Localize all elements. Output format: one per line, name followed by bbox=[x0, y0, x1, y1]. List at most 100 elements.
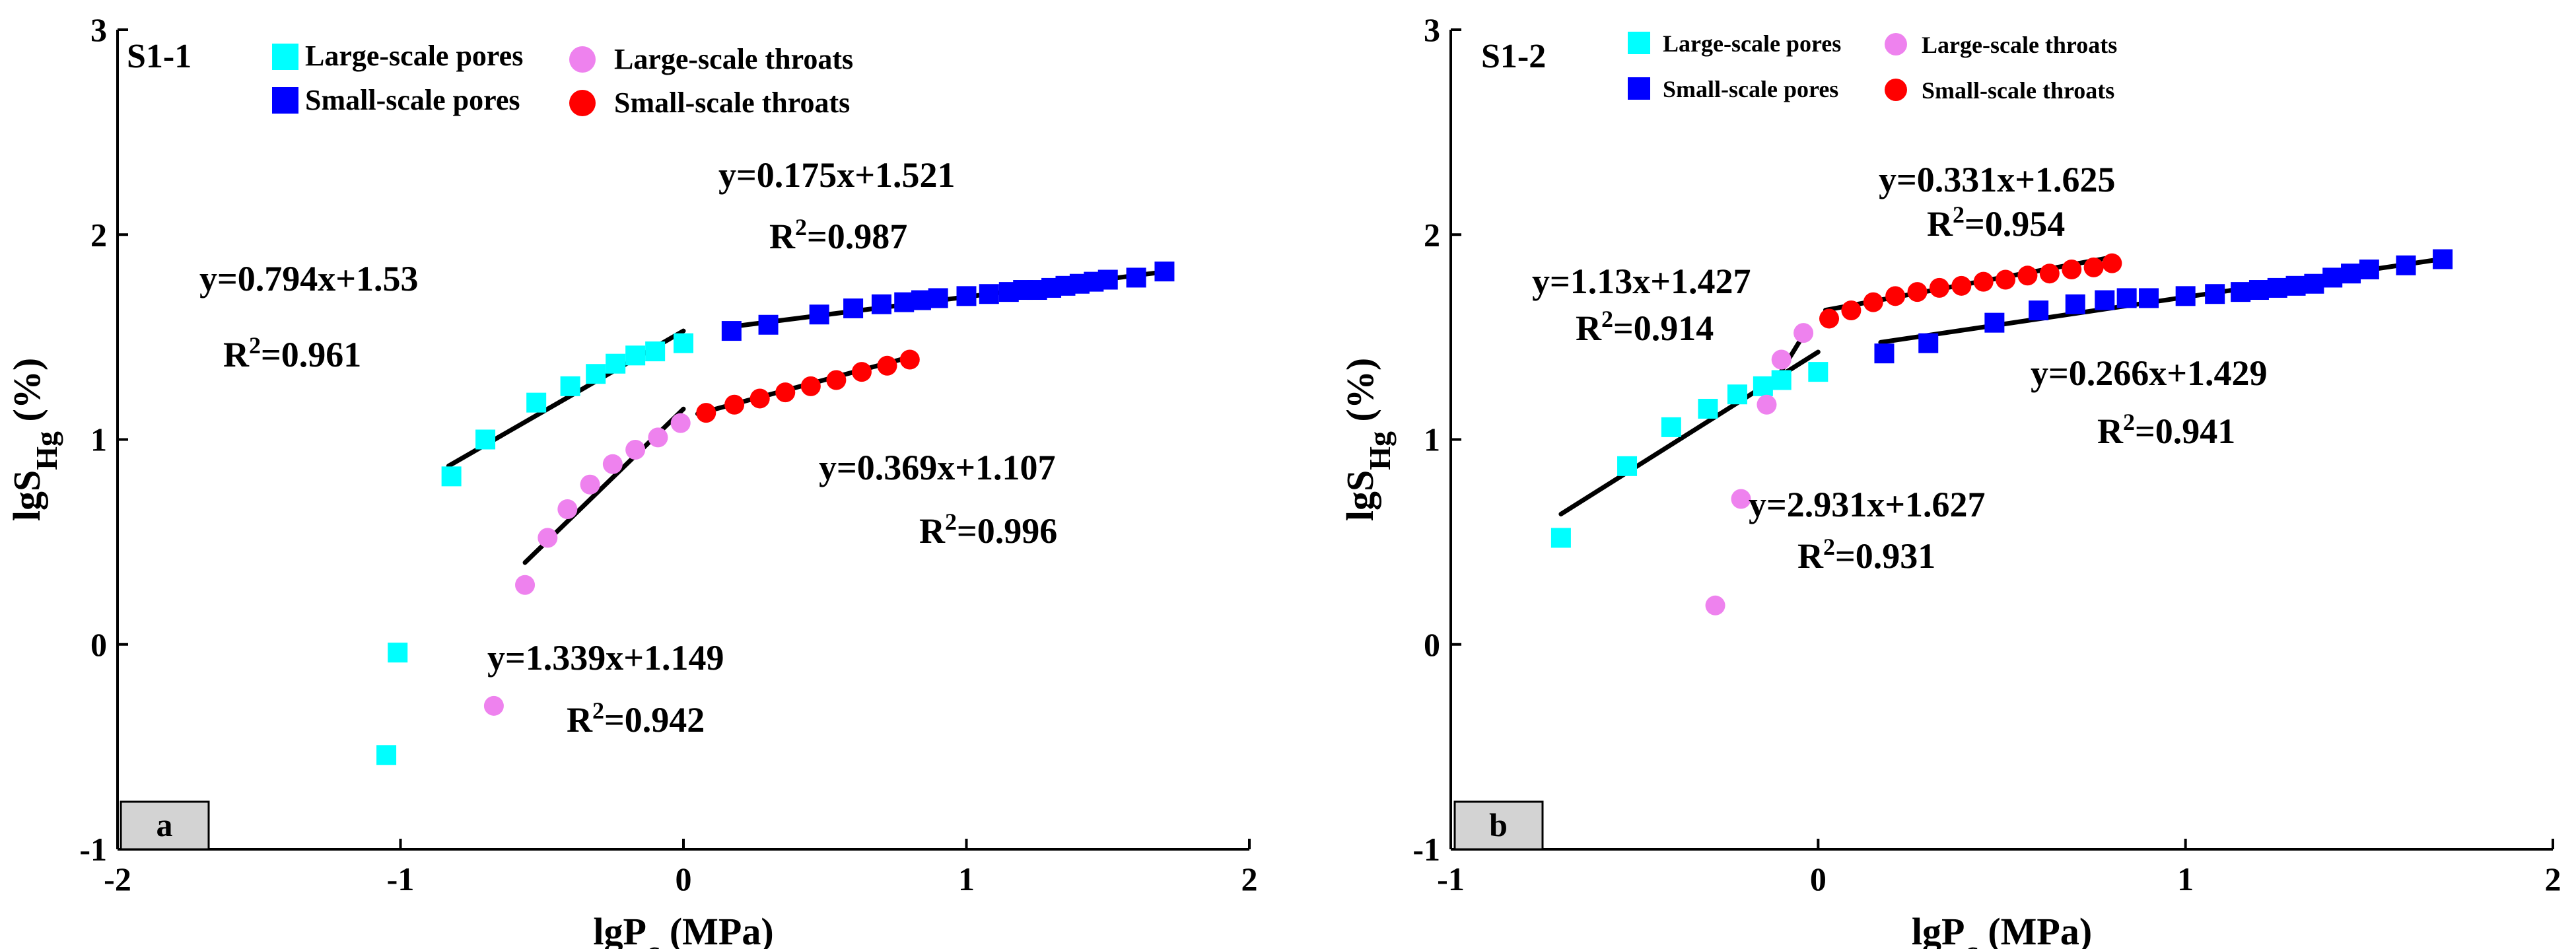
data-point bbox=[2248, 280, 2269, 300]
panel-title: S1-2 bbox=[1481, 38, 1546, 75]
series-large-scale-throats bbox=[483, 413, 691, 716]
fit-r-squared: R2=0.996 bbox=[919, 509, 1057, 551]
r2-equals: = bbox=[1965, 204, 1985, 244]
x-axis-title-unit: (MPa) bbox=[1978, 910, 2092, 949]
fit-r-squared: R2=0.954 bbox=[1927, 201, 2065, 244]
y-tick-label: 3 bbox=[1424, 11, 1440, 48]
data-point bbox=[775, 382, 796, 403]
data-point bbox=[2231, 282, 2251, 302]
data-point bbox=[843, 298, 864, 318]
data-point bbox=[475, 429, 496, 450]
data-point bbox=[670, 413, 691, 433]
r2-equals: = bbox=[261, 335, 281, 374]
data-point bbox=[809, 304, 829, 325]
series-small-scale-throats bbox=[1819, 253, 2122, 329]
x-tick-label: 0 bbox=[676, 861, 692, 897]
data-point bbox=[625, 345, 646, 366]
r2-prefix: R bbox=[919, 511, 946, 551]
data-point bbox=[586, 364, 606, 384]
data-point bbox=[441, 466, 462, 487]
x-tick-label: -1 bbox=[387, 861, 415, 897]
r2-prefix: R bbox=[1576, 308, 1602, 348]
data-point bbox=[1808, 362, 1828, 382]
data-point bbox=[1661, 417, 1681, 437]
data-point bbox=[979, 284, 999, 304]
r2-superscript: 2 bbox=[2123, 409, 2135, 435]
legend-marker bbox=[1628, 32, 1650, 54]
data-point bbox=[1874, 343, 1895, 364]
data-point bbox=[877, 355, 897, 376]
data-point bbox=[871, 294, 891, 314]
r2-superscript: 2 bbox=[249, 332, 261, 359]
data-point bbox=[1863, 292, 1883, 312]
fit-equation: y=0.331x+1.625 bbox=[1879, 160, 2116, 199]
data-point bbox=[1705, 595, 1725, 615]
data-point bbox=[557, 499, 578, 519]
data-point bbox=[2396, 255, 2416, 275]
x-axis-title-main: lgP bbox=[1912, 910, 1965, 949]
data-point bbox=[2175, 286, 2196, 306]
data-point bbox=[724, 394, 745, 415]
series-small-scale-pores bbox=[1874, 249, 2453, 364]
x-tick-label: 1 bbox=[2177, 861, 2194, 897]
x-tick-label: 1 bbox=[958, 861, 975, 897]
data-point bbox=[645, 341, 666, 362]
legend-item: Small-scale throats bbox=[569, 87, 850, 119]
data-point bbox=[2029, 300, 2049, 321]
legend-marker bbox=[272, 87, 298, 114]
data-point bbox=[388, 643, 408, 663]
r2-equals: = bbox=[1835, 536, 1856, 576]
data-point bbox=[721, 321, 742, 341]
y-axis-title-unit: (%) bbox=[1339, 358, 1381, 431]
r2-value: 0.914 bbox=[1634, 308, 1714, 348]
data-point bbox=[851, 362, 872, 382]
legend-item: Large-scale throats bbox=[1885, 32, 2117, 58]
r2-value: 0.987 bbox=[827, 217, 908, 256]
data-point bbox=[899, 349, 920, 370]
legend-item: Large-scale pores bbox=[1628, 30, 1841, 57]
legend-marker bbox=[569, 46, 596, 73]
y-axis-title-main: lgS bbox=[1339, 470, 1381, 521]
data-point bbox=[2304, 273, 2324, 294]
data-point bbox=[826, 370, 847, 390]
y-axis-title-sub: Hg bbox=[30, 431, 63, 470]
legend-label: Small-scale throats bbox=[1922, 77, 2114, 104]
x-axis-title-sub: c bbox=[646, 934, 660, 949]
r2-value: 0.996 bbox=[977, 511, 1058, 551]
panel-tag-box bbox=[1453, 800, 1544, 851]
data-point bbox=[1550, 528, 1571, 548]
panel-tag-box bbox=[120, 800, 210, 851]
data-point bbox=[1154, 262, 1175, 282]
r2-prefix: R bbox=[1927, 204, 1953, 244]
panel-title: S1-1 bbox=[127, 38, 191, 75]
data-point bbox=[2017, 265, 2038, 286]
data-point bbox=[800, 376, 821, 396]
x-tick-label: 2 bbox=[1241, 861, 1258, 897]
x-tick-label: -2 bbox=[104, 861, 131, 897]
data-point bbox=[2285, 275, 2306, 296]
series-small-scale-throats bbox=[696, 349, 920, 423]
data-point bbox=[1951, 275, 1972, 296]
data-point bbox=[1753, 376, 1773, 396]
r2-prefix: R bbox=[2097, 411, 2124, 451]
r2-prefix: R bbox=[1797, 536, 1824, 576]
r2-superscript: 2 bbox=[1953, 201, 1965, 228]
legend-marker bbox=[1628, 77, 1650, 100]
y-tick-label: 3 bbox=[90, 11, 107, 48]
r2-prefix: R bbox=[567, 700, 593, 740]
x-tick-label: 0 bbox=[1810, 861, 1827, 897]
r2-equals: = bbox=[807, 217, 827, 256]
data-point bbox=[2095, 290, 2115, 310]
x-tick-label: 2 bbox=[2545, 861, 2561, 897]
data-point bbox=[1771, 370, 1792, 390]
data-point bbox=[483, 695, 504, 716]
legend-marker bbox=[272, 44, 298, 70]
fit-equation: y=0.369x+1.107 bbox=[819, 448, 1056, 487]
data-point bbox=[2359, 259, 2379, 279]
data-point bbox=[1885, 286, 1906, 306]
legend-label: Large-scale throats bbox=[1922, 32, 2117, 58]
r2-value: 0.931 bbox=[1856, 536, 1936, 576]
r2-equals: = bbox=[604, 700, 625, 740]
legend-label: Large-scale throats bbox=[614, 43, 853, 75]
